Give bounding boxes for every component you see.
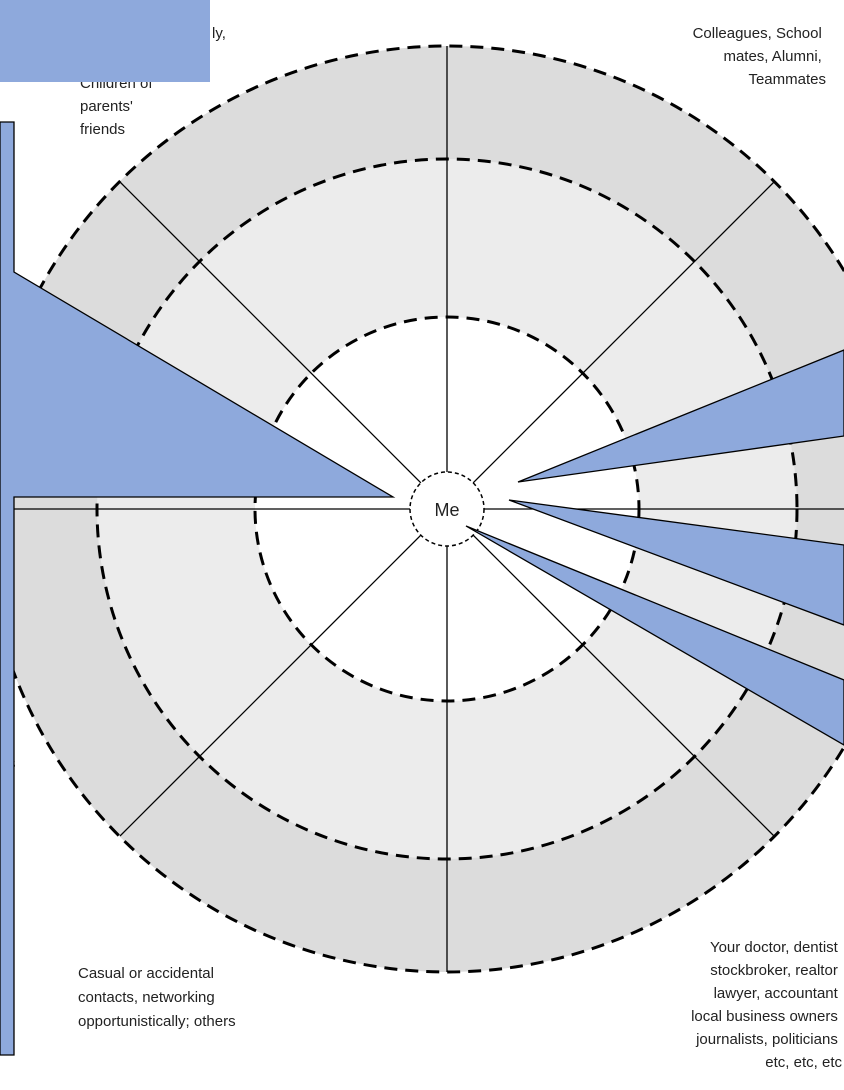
right-callout-middle: [508, 499, 844, 626]
bottom-right-line: Your doctor, dentist: [710, 939, 839, 956]
bottom-right-line: etc, etc, etc: [765, 1054, 842, 1071]
bottom-right-line: journalists, politicians: [695, 1031, 838, 1048]
bottom-right-label: Your doctor, dentist stockbroker, realto…: [691, 939, 842, 1071]
bottom-left-line: Casual or accidental: [78, 965, 214, 982]
right-callout-lower: [465, 525, 844, 746]
top-right-line: mates, Alumni,: [723, 48, 821, 65]
inner-dashed-circle: [253, 315, 641, 703]
middle-dashed-circle: [95, 157, 799, 861]
top-left-line: parents': [80, 98, 133, 115]
left-callout-shape: [0, 121, 396, 1056]
top-right-label: Colleagues, School mates, Alumni, Teamma…: [693, 25, 826, 88]
top-right-line: Teammates: [748, 71, 826, 88]
top-left-callout-box: [0, 0, 210, 82]
bottom-left-line: contacts, networking: [78, 989, 215, 1006]
bottom-right-line: stockbroker, realtor: [710, 962, 838, 979]
bottom-right-line: lawyer, accountant: [714, 985, 839, 1002]
bottom-left-line: opportunistically; others: [78, 1013, 236, 1030]
top-left-line: friends: [80, 121, 125, 138]
bottom-left-label: Casual or accidental contacts, networkin…: [78, 965, 236, 1030]
top-right-line: Colleagues, School: [693, 25, 822, 42]
top-left-partial-label: ly,: [212, 25, 226, 42]
top-left-label: Children of parents' friends: [80, 75, 157, 138]
right-callout-upper: [517, 349, 844, 483]
center-circle: [409, 471, 485, 547]
center-label: Me: [434, 500, 459, 520]
bottom-right-line: local business owners: [691, 1008, 838, 1025]
